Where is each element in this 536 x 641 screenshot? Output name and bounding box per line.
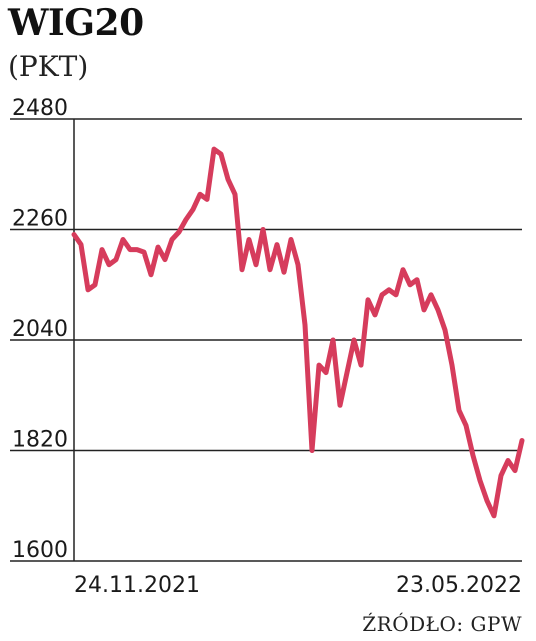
y-tick-label: 2260 <box>12 207 68 232</box>
x-tick-label: 23.05.2022 <box>396 573 522 598</box>
y-tick-label: 2480 <box>12 96 68 121</box>
gridlines <box>10 118 522 562</box>
x-tick-labels: 24.11.2021 23.05.2022 <box>74 573 522 598</box>
source-note: ŹRÓDŁO: GPW <box>362 612 522 636</box>
y-tick-label: 1820 <box>12 428 68 453</box>
chart-title: WIG20 <box>8 2 144 44</box>
y-tick-label: 1600 <box>12 538 68 563</box>
y-tick-label: 2040 <box>12 317 68 342</box>
unit-label: (PKT) <box>8 50 89 83</box>
x-tick-label: 24.11.2021 <box>74 573 200 598</box>
series-line-0 <box>71 146 525 519</box>
y-tick-labels: 1600 1820 2040 2260 2480 <box>12 96 68 563</box>
series-lines <box>71 146 525 519</box>
